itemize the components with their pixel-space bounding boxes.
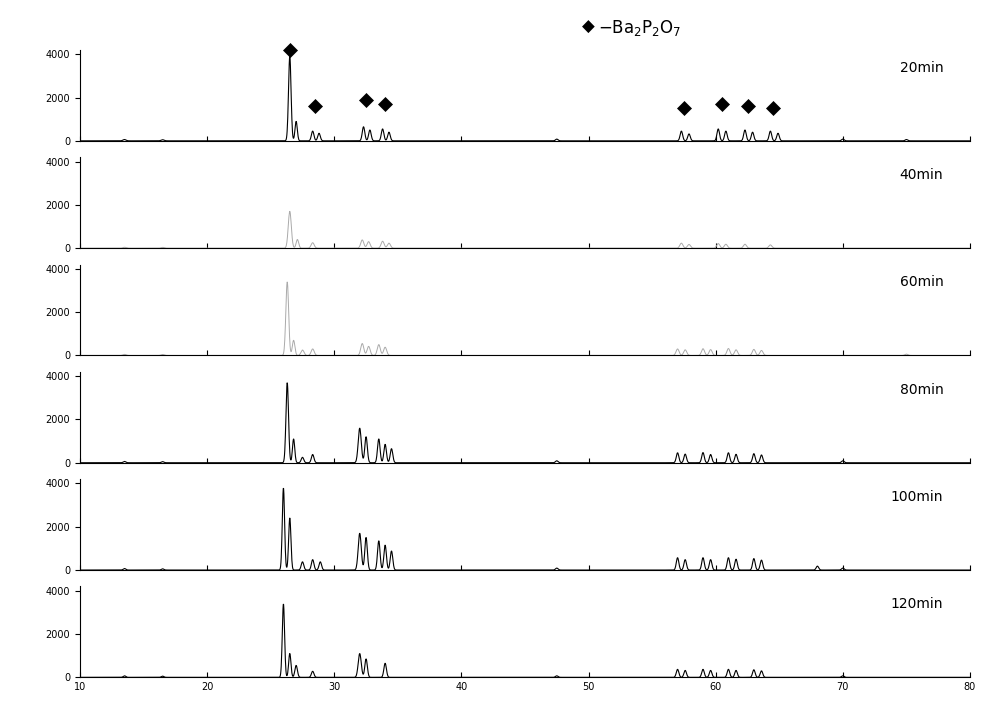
- Text: 40min: 40min: [900, 168, 943, 182]
- Text: 60min: 60min: [900, 275, 943, 289]
- Text: 20min: 20min: [900, 61, 943, 75]
- Text: 120min: 120min: [891, 597, 943, 611]
- Text: 100min: 100min: [891, 490, 943, 504]
- Text: $-$Ba$_2$P$_2$O$_7$: $-$Ba$_2$P$_2$O$_7$: [598, 18, 681, 38]
- Text: ◆: ◆: [582, 18, 595, 36]
- Text: 80min: 80min: [900, 383, 943, 396]
